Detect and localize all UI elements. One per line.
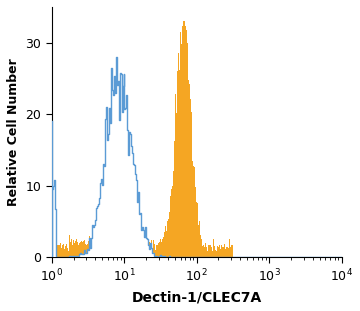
Y-axis label: Relative Cell Number: Relative Cell Number xyxy=(7,58,20,206)
Polygon shape xyxy=(52,57,342,258)
X-axis label: Dectin-1/CLEC7A: Dectin-1/CLEC7A xyxy=(131,290,262,304)
Polygon shape xyxy=(52,21,342,258)
